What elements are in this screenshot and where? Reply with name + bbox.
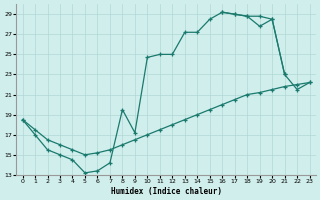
X-axis label: Humidex (Indice chaleur): Humidex (Indice chaleur): [111, 187, 221, 196]
